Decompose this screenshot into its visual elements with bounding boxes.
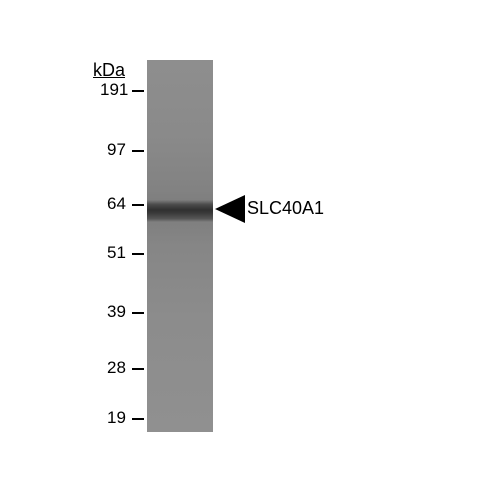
mw-tick — [132, 418, 144, 420]
mw-tick — [132, 90, 144, 92]
mw-tick — [132, 368, 144, 370]
western-blot-figure: { "figure": { "type": "western-blot", "b… — [0, 0, 500, 500]
mw-label-28: 28 — [107, 358, 126, 378]
arrow-poly — [215, 195, 245, 223]
mw-tick — [132, 204, 144, 206]
mw-label-64: 64 — [107, 194, 126, 214]
mw-label-39: 39 — [107, 302, 126, 322]
mw-label-191: 191 — [100, 80, 128, 100]
lane-background — [147, 60, 213, 432]
mw-tick — [132, 312, 144, 314]
protein-band-slc40a1 — [147, 200, 213, 222]
mw-tick — [132, 253, 144, 255]
mw-label-97: 97 — [107, 140, 126, 160]
mw-label-51: 51 — [107, 243, 126, 263]
kda-unit-header: kDa — [93, 60, 125, 81]
mw-label-19: 19 — [107, 408, 126, 428]
mw-tick — [132, 150, 144, 152]
blot-lane — [147, 60, 213, 432]
arrow-icon — [215, 195, 245, 223]
protein-label-slc40a1: SLC40A1 — [247, 198, 324, 219]
